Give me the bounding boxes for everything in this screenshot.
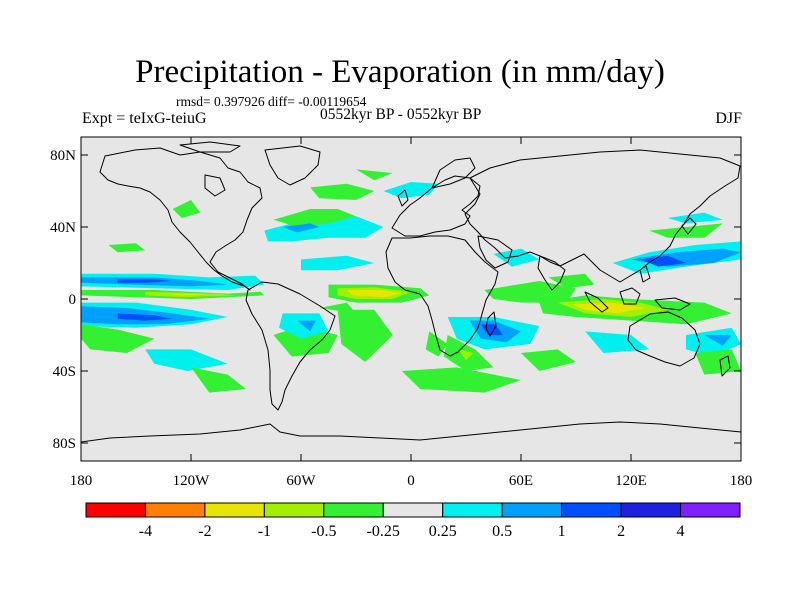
contour-region-36 <box>484 281 576 303</box>
colorbar-label-2: -1 <box>258 523 271 540</box>
contour-region-11 <box>191 367 246 393</box>
coastline-philippines <box>639 265 651 283</box>
colorbar-label-5: 0.25 <box>429 523 457 540</box>
lat-tick-label-3: 40S <box>53 364 76 380</box>
contour-region-35 <box>458 349 474 361</box>
coastline-india <box>537 255 566 291</box>
colorbar-box-4 <box>323 502 384 518</box>
coastline-layer <box>81 141 741 443</box>
colorbar-box-7 <box>501 502 563 518</box>
colorbar-label-7: 1 <box>558 523 566 540</box>
lon-tick-label-6: 180 <box>730 473 753 489</box>
contour-region-38 <box>548 273 595 289</box>
colorbar-label-4: -0.25 <box>367 523 400 540</box>
colorbar-label-6: 0.5 <box>492 523 512 540</box>
colorbar-box-3 <box>263 502 325 518</box>
colorbar-label-8: 2 <box>617 523 625 540</box>
contour-region-29 <box>401 367 521 393</box>
colorbar-box-10 <box>680 502 741 518</box>
lon-tick-label-4: 60E <box>509 473 533 489</box>
longitude-axis: 180 120W 60W 0 60E 120E 180 <box>70 137 753 489</box>
colorbar-label-0: -4 <box>139 523 152 540</box>
colorbar-box-6 <box>442 502 503 518</box>
lat-tick-label-4: 80S <box>53 436 76 452</box>
page-title: Precipitation - Evaporation (in mm/day) <box>135 54 665 90</box>
coastline-arabia <box>477 235 513 269</box>
colorbar: -4 -2 -1 -0.5 -0.25 0.25 0.5 1 2 4 <box>85 502 741 540</box>
contour-region-50 <box>585 331 650 353</box>
contour-region-13 <box>172 200 201 218</box>
coastline-africa <box>385 235 499 357</box>
contour-region-25 <box>319 302 356 314</box>
contour-region-2 <box>117 279 173 283</box>
lon-tick-label-3: 0 <box>407 473 415 489</box>
colorbar-label-1: -2 <box>198 523 211 540</box>
contour-region-14 <box>264 216 384 242</box>
coastline-sumatra <box>584 291 609 313</box>
coastline-europe <box>391 175 481 237</box>
coastline-australia <box>627 311 701 367</box>
contour-region-28 <box>297 320 316 332</box>
lat-tick-label-1: 40N <box>50 220 76 236</box>
experiment-label: Expt = teIxG-teiuG <box>82 110 207 127</box>
coastline-antarctica <box>81 421 741 443</box>
contour-region-44 <box>640 255 686 267</box>
contour-region-10 <box>145 349 228 371</box>
contour-region-9 <box>81 324 155 353</box>
contour-region-23 <box>346 290 402 298</box>
lon-tick-label-0: 180 <box>70 473 93 489</box>
stats-text: rmsd= 0.397926 diff= -0.00119654 <box>176 94 367 109</box>
colorbar-label-9: 4 <box>677 523 685 540</box>
contour-region-16 <box>282 223 320 233</box>
colorbar-label-3: -0.5 <box>311 523 336 540</box>
coastline-hudson <box>204 174 226 197</box>
colorbar-box-2 <box>204 502 265 518</box>
contour-region-46 <box>667 212 723 224</box>
lon-tick-label-5: 120E <box>615 473 647 489</box>
contour-region-8 <box>117 313 173 321</box>
colorbar-box-5 <box>382 502 444 518</box>
contour-region-12 <box>108 243 146 253</box>
contour-region-49 <box>704 335 732 346</box>
season-label: DJF <box>715 110 742 127</box>
contour-region-30 <box>425 331 448 357</box>
contour-region-24 <box>337 309 393 362</box>
contour-region-26 <box>273 326 338 357</box>
coastline-borneo <box>619 287 641 305</box>
coastline-north-america <box>99 147 263 291</box>
contour-region-20 <box>301 255 375 271</box>
lon-tick-label-2: 60W <box>286 473 316 489</box>
period-label: 0552kyr BP - 0552kyr BP <box>320 106 482 123</box>
coastline-new-guinea <box>654 297 691 311</box>
lat-tick-label-0: 80N <box>50 148 76 164</box>
lon-tick-label-1: 120W <box>173 473 211 489</box>
contour-region-19 <box>356 169 393 181</box>
coastline-greenland <box>264 145 321 186</box>
coastline-uk <box>397 189 409 207</box>
coastline-south-america <box>245 281 336 411</box>
coastline-new-zealand <box>719 355 731 377</box>
coastline-arctic-islands <box>179 141 241 153</box>
coastline-madagascar <box>485 311 497 337</box>
coastline-asia <box>464 149 741 283</box>
colorbar-box-1 <box>144 502 206 518</box>
contour-region-5 <box>163 293 210 296</box>
contour-region-17 <box>310 183 375 200</box>
contour-region-41 <box>572 302 646 314</box>
lat-tick-label-2: 0 <box>69 292 77 308</box>
contour-region-15 <box>273 209 356 227</box>
contour-region-51 <box>521 349 576 371</box>
latitude-axis: 80N 40N 0 40S 80S <box>50 148 741 452</box>
coastline-japan <box>681 217 697 235</box>
colorbar-box-0 <box>85 502 146 518</box>
colorbar-box-9 <box>620 502 682 518</box>
colorbar-box-8 <box>561 502 622 518</box>
coastline-scandinavia <box>431 157 476 189</box>
